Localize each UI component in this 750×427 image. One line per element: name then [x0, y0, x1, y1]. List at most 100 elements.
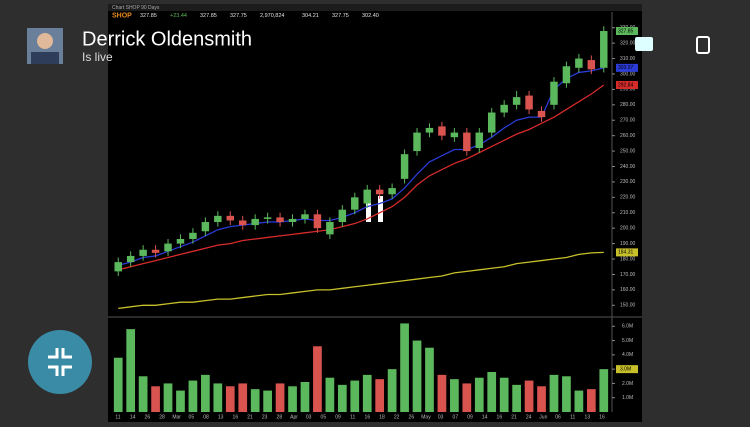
- price-marker-label: 184.31: [618, 250, 634, 256]
- x-tick-label: Mar: [172, 414, 181, 420]
- share-icon[interactable]: [696, 36, 710, 54]
- minimize-button[interactable]: [28, 330, 92, 394]
- volume-bar: [188, 380, 198, 412]
- volume-bar: [238, 383, 248, 412]
- x-tick-label: Jun: [539, 414, 547, 420]
- x-tick-label: 11: [350, 414, 355, 420]
- volume-bar: [151, 386, 160, 412]
- candle-body: [363, 189, 371, 204]
- x-tick-label: 09: [335, 414, 341, 420]
- volume-bar: [250, 389, 260, 412]
- price-marker: [616, 27, 638, 36]
- streamer-name: Derrick Oldensmith: [82, 28, 252, 50]
- volume-bar: [375, 379, 385, 412]
- x-tick-label: 28: [277, 414, 283, 420]
- volume-bar: [512, 384, 521, 412]
- y-tick-label: 300.00: [620, 71, 636, 77]
- x-tick-label: 24: [526, 414, 532, 420]
- candle-body: [151, 249, 160, 253]
- candle-body: [413, 132, 421, 152]
- candle-body: [562, 66, 571, 84]
- candle-body: [263, 217, 272, 219]
- window-bar: [108, 4, 642, 11]
- price-marker: [616, 81, 638, 90]
- x-tick-label: 11: [570, 414, 575, 420]
- x-tick-label: 23: [262, 414, 268, 420]
- y-tick-label: 200.00: [620, 226, 636, 232]
- volume-bar: [325, 377, 335, 412]
- candle-body: [600, 31, 608, 68]
- candle-body: [338, 209, 347, 223]
- y-tick-label: 280.00: [620, 102, 636, 108]
- y-tick-label: 220.00: [620, 195, 636, 201]
- volume-bar: [288, 386, 297, 412]
- x-tick-label: 26: [145, 414, 151, 420]
- window-title: Chart SHOP 90 Days: [112, 5, 160, 11]
- x-tick-label: 14: [482, 414, 488, 420]
- x-tick-label: 11: [115, 414, 120, 420]
- volume-bar: [337, 384, 347, 412]
- volume-bar: [362, 374, 372, 412]
- x-tick-label: 26: [409, 414, 415, 420]
- candle-body: [201, 222, 210, 232]
- volume-bar: [300, 382, 310, 412]
- cursor: [378, 196, 383, 222]
- moving-average: [118, 67, 604, 266]
- moving-average: [118, 84, 605, 271]
- x-tick-label: 13: [585, 414, 591, 420]
- volume-bar: [474, 377, 484, 412]
- candle-body: [463, 132, 471, 152]
- candle-body: [214, 215, 222, 223]
- candle-body: [375, 189, 384, 195]
- y-tick-label: 150.00: [620, 303, 636, 309]
- quote-field: 327.75: [230, 13, 247, 19]
- volume-bar: [176, 390, 185, 412]
- y-tick-label: 210.00: [620, 210, 636, 216]
- y-tick-label: 240.00: [620, 164, 636, 170]
- candle-body: [326, 222, 334, 235]
- candle-body: [251, 218, 259, 226]
- chat-icon[interactable]: [635, 37, 653, 51]
- volume-bar: [400, 323, 409, 412]
- price-marker-label: 327.85: [618, 28, 634, 34]
- price-marker-label: 292.84: [618, 82, 634, 88]
- candle-body: [189, 232, 197, 239]
- cursor: [366, 196, 371, 222]
- candle-body: [226, 215, 235, 221]
- x-tick-label: 03: [438, 414, 444, 420]
- y-tick-label: 320.00: [620, 40, 636, 46]
- x-tick-label: 28: [159, 414, 165, 420]
- candle-body: [512, 97, 521, 105]
- avatar-shirt: [31, 52, 59, 64]
- volume-bar: [562, 376, 571, 412]
- minimize-icon: [48, 348, 72, 376]
- candle-body: [301, 214, 309, 219]
- volume-bar: [425, 347, 434, 412]
- volume-bar: [263, 390, 272, 412]
- volume-bar: [201, 374, 210, 412]
- volume-bar: [462, 383, 472, 412]
- x-tick-label: 22: [394, 414, 400, 420]
- volume-bar: [213, 383, 223, 412]
- candle-body: [487, 112, 496, 133]
- y-tick-label: 180.00: [620, 256, 636, 262]
- y2-tick-label: 6.0M: [622, 324, 633, 330]
- candle-body: [388, 188, 396, 195]
- candle-body: [238, 220, 247, 226]
- volume-bar: [126, 329, 136, 412]
- candle-body: [400, 154, 409, 179]
- y-tick-label: 270.00: [620, 118, 636, 124]
- x-tick-label: 09: [467, 414, 473, 420]
- y-tick-label: 230.00: [620, 179, 636, 185]
- candle-body: [500, 104, 508, 113]
- candle-body: [288, 218, 297, 223]
- volume-bar: [574, 390, 584, 412]
- candle-body: [176, 238, 185, 244]
- candle-body: [139, 249, 147, 256]
- candle-body: [114, 262, 122, 272]
- volume-bar: [586, 389, 596, 412]
- volume-bar: [387, 369, 397, 412]
- volume-bar: [225, 386, 235, 412]
- candle-body: [537, 110, 546, 118]
